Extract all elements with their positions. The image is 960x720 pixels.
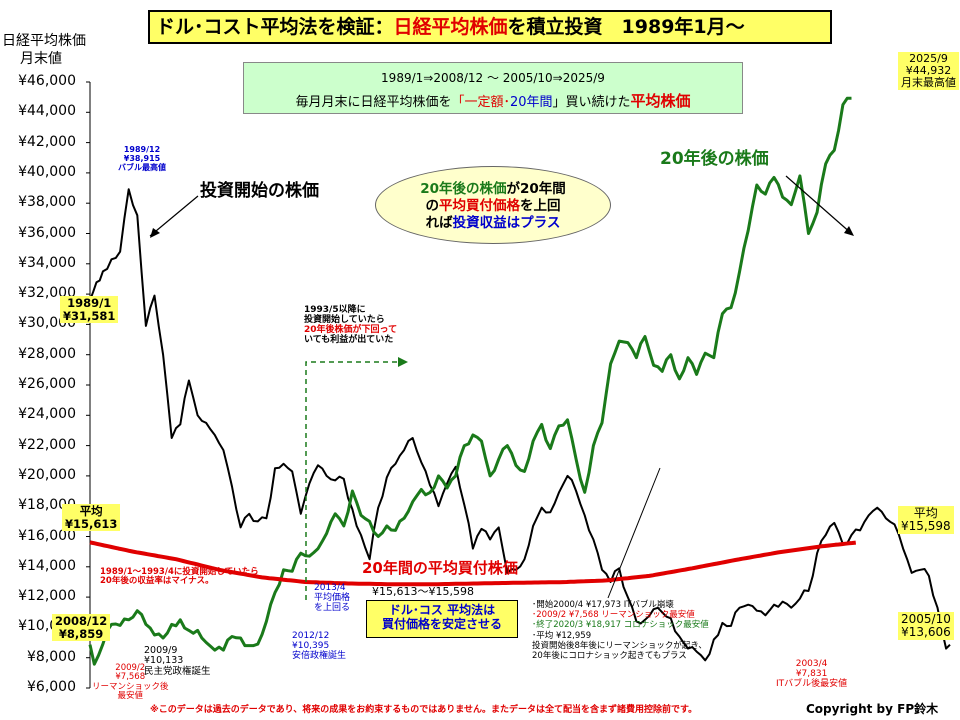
- subtitle-line1: 1989/1⇒2008/12 ～ 2005/10⇒2025/9: [381, 71, 605, 85]
- label-avg-price: 20年間の平均買付株価: [362, 559, 518, 577]
- y-tick-label: ¥12,000: [18, 588, 76, 605]
- y-tick-label: ¥36,000: [18, 224, 76, 241]
- y-tick-label: ¥20,000: [18, 466, 76, 483]
- dca-box: ドル･コス 平均法は 買付価格を安定させる: [366, 600, 518, 638]
- avg-left-box: 平均 ¥15,613: [62, 504, 121, 532]
- subtitle-line2: 毎月月末に日経平均株価を「一定額･20年間」買い続けた平均株価: [295, 92, 691, 110]
- abe-annotation: 2012/12 ¥10,395 安倍政権誕生: [292, 631, 347, 661]
- y-tick-label: ¥28,000: [18, 345, 76, 362]
- y-tick-label: ¥42,000: [18, 133, 76, 150]
- dashed-1993-line: [305, 361, 400, 600]
- dashed-1993-arrowhead: [398, 357, 408, 367]
- y-tick-label: ¥38,000: [18, 194, 76, 211]
- y-tick-label: ¥8,000: [27, 648, 76, 665]
- note-1993: 1993/5以降に 投資開始していたら 20年後株価が下回って いても利益が出ていた: [304, 305, 398, 345]
- y-tick-label: ¥22,000: [18, 436, 76, 453]
- y-tick-label: ¥44,000: [18, 103, 76, 120]
- y-tick-label: ¥46,000: [18, 73, 76, 89]
- right-peak-box: 2025/9 ¥44,932 月末最高値: [898, 52, 959, 91]
- label-price-after-20y: 20年後の株価: [660, 149, 769, 169]
- y-tick-label: ¥14,000: [18, 557, 76, 574]
- chart-title: ドル･コスト平均法を検証：日経平均株価を積立投資 1989年1月～: [148, 10, 832, 44]
- left-end-box: 2008/12 ¥8,859: [52, 614, 111, 642]
- subtitle-box: 1989/1⇒2008/12 ～ 2005/10⇒2025/9 毎月月末に日経平…: [243, 62, 743, 114]
- title-part-1: ドル･コスト平均法を検証：: [156, 16, 394, 38]
- callout-line2: の平均買付価格を上回: [425, 197, 561, 214]
- y-tick-label: ¥26,000: [18, 376, 76, 392]
- lehman-low-annotation: 2009/2 ¥7,568 リーマンショック後 最安値: [92, 663, 169, 702]
- series-start-price: [89, 188, 951, 662]
- it-low-annotation: 2003/4 ¥7,831 ITバブル後最安値: [776, 659, 848, 689]
- title-part-2: 日経平均株価: [393, 16, 508, 38]
- label-start-price: 投資開始の株価: [200, 181, 319, 201]
- callout-ellipse: 20年後の株価が20年間 の平均買付価格を上回 れば投資収益はプラス: [375, 166, 611, 244]
- y-tick-label: ¥16,000: [18, 527, 76, 544]
- y-tick-label: ¥18,000: [18, 497, 76, 514]
- y-tick-label: ¥34,000: [18, 254, 76, 271]
- info-block: ･開始2000/4 ¥17,973 ITバブル崩壊 ･2009/2 ¥7,568…: [532, 600, 709, 661]
- y-axis-title-line1: 日経平均株価: [2, 33, 86, 49]
- arrow-after-20y: [785, 175, 853, 235]
- dpj-annotation: 2009/9 ¥10,133 民主党政権誕生: [144, 645, 211, 677]
- pointer-info: [607, 467, 661, 599]
- start-value-box: 1989/1 ¥31,581: [60, 296, 119, 324]
- y-tick-label: ¥24,000: [18, 406, 76, 423]
- y-tick-label: ¥6,000: [27, 679, 76, 695]
- title-part-3: を積立投資 1989年1月～: [507, 16, 745, 38]
- y-tick-label: ¥40,000: [18, 163, 76, 180]
- right-end-box: 2005/10 ¥13,606: [898, 612, 954, 641]
- series-avg-price: [89, 540, 857, 587]
- bubble-peak-annotation: 1989/12 ¥38,915 バブル最高値: [118, 145, 166, 172]
- callout-line1: 20年後の株価が20年間: [420, 181, 566, 197]
- series-after-20y: [88, 96, 852, 666]
- loss-note: 1989/1～1993/4に投資開始していたら 20年後の収益率はマイナス。: [100, 567, 259, 587]
- avg-right-box: 平均 ¥15,598: [898, 506, 954, 535]
- arrow-start-price-head: [150, 228, 160, 238]
- range-label: ¥15,613～¥15,598: [372, 585, 474, 598]
- arrow-start-price: [149, 195, 199, 237]
- footer-copyright: Copyright by FP鈴木: [806, 702, 939, 716]
- arrow-after-20y-head: [844, 226, 854, 236]
- y-axis-title-line2: 月末値: [20, 51, 62, 67]
- callout-line3: れば投資収益はプラス: [425, 214, 561, 231]
- cross-annotation: 2013/4 平均価格 を上回る: [314, 583, 351, 613]
- footer-disclaimer: ※このデータは過去のデータであり、将来の成果をお約束するものではありません。また…: [150, 705, 698, 715]
